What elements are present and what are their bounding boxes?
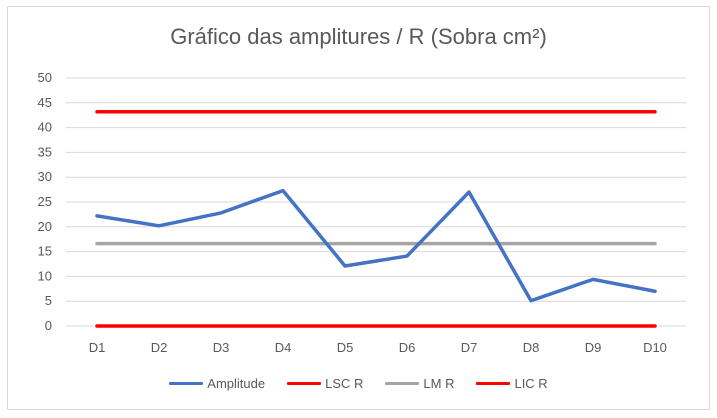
x-tick-label: D2	[151, 340, 168, 355]
x-tick-label: D6	[399, 340, 416, 355]
y-tick-label: 35	[38, 144, 52, 159]
x-tick-label: D5	[337, 340, 354, 355]
y-tick-label: 5	[45, 293, 52, 308]
x-tick-label: D8	[523, 340, 540, 355]
y-tick-label: 20	[38, 219, 52, 234]
y-tick-label: 40	[38, 120, 52, 135]
y-tick-label: 30	[38, 169, 52, 184]
legend-item: LIC R	[476, 375, 548, 391]
y-tick-label: 15	[38, 244, 52, 259]
legend-swatch	[385, 381, 420, 385]
legend-label: LIC R	[514, 375, 548, 391]
y-tick-label: 45	[38, 95, 52, 110]
legend-item: Amplitude	[169, 376, 265, 391]
x-tick-label: D1	[89, 340, 106, 355]
chart-title: Gráfico das amplitures / R (Sobra cm²)	[170, 24, 547, 49]
x-tick-label: D9	[585, 340, 602, 355]
legend-label: LM R	[423, 375, 455, 391]
chart-legend: Amplitude LSC R LM R LIC R	[0, 373, 717, 393]
x-tick-label: D4	[275, 340, 292, 355]
legend-item: LM R	[385, 376, 454, 391]
legend-item: LSC R	[287, 376, 363, 391]
y-tick-label: 50	[38, 70, 52, 85]
legend-swatch	[169, 381, 204, 385]
x-tick-label: D3	[213, 340, 230, 355]
legend-label: LSC R	[325, 375, 364, 391]
y-tick-label: 25	[38, 194, 52, 209]
legend-label: Amplitude	[207, 375, 266, 391]
y-tick-label: 0	[45, 318, 52, 333]
x-tick-label: D10	[643, 340, 667, 355]
chart-frame	[7, 6, 710, 410]
y-tick-label: 10	[38, 268, 52, 283]
x-tick-label: D7	[461, 340, 478, 355]
legend-swatch	[476, 381, 511, 385]
legend-swatch	[287, 381, 322, 385]
series-line-amplitude	[95, 188, 657, 303]
